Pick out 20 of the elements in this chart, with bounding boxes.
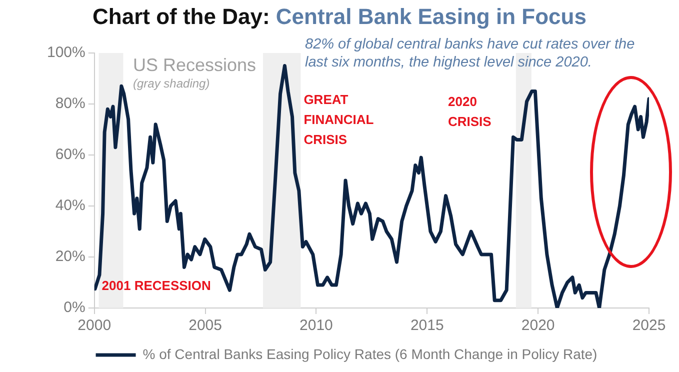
y-tick-label: 100% — [46, 44, 86, 62]
annotation: GREAT FINANCIAL CRISIS — [304, 92, 374, 147]
x-tick-label: 2010 — [300, 317, 333, 334]
annotation: (gray shading) — [133, 76, 210, 90]
annotation: US Recessions — [133, 54, 256, 75]
annotation: 2020 CRISIS — [448, 94, 492, 130]
y-tick-label: 0% — [64, 299, 86, 316]
y-tick-label: 80% — [55, 95, 86, 112]
x-tick-label: 2020 — [521, 317, 555, 334]
annotation: 2001 RECESSION — [102, 278, 211, 294]
y-tick-label: 60% — [55, 146, 86, 164]
chart-title: Chart of the Day: Central Bank Easing in Focus — [92, 4, 586, 29]
x-tick-label: 2000 — [78, 317, 112, 334]
legend-label: % of Central Banks Easing Policy Rates (6 Month Change in Policy Rate) — [142, 346, 598, 362]
x-tick-label: 2015 — [410, 317, 444, 334]
y-tick-label: 20% — [55, 248, 86, 266]
annotation: 82% of global central banks have cut rates over the last six months, the highest level since 2020. — [305, 36, 635, 70]
x-tick-label: 2005 — [188, 317, 222, 334]
x-tick-label: 2025 — [632, 317, 666, 334]
y-tick-label: 40% — [55, 197, 86, 214]
